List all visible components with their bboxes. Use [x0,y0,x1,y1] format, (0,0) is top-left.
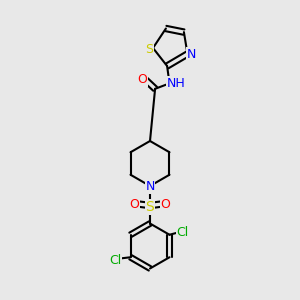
Text: N: N [186,48,196,61]
Text: Cl: Cl [110,254,122,267]
Text: N: N [145,180,155,194]
Text: O: O [161,198,170,211]
Text: NH: NH [167,77,185,90]
Text: Cl: Cl [176,226,188,239]
Text: S: S [146,200,154,214]
Text: O: O [138,73,147,86]
Text: S: S [146,43,153,56]
Text: O: O [130,198,139,211]
